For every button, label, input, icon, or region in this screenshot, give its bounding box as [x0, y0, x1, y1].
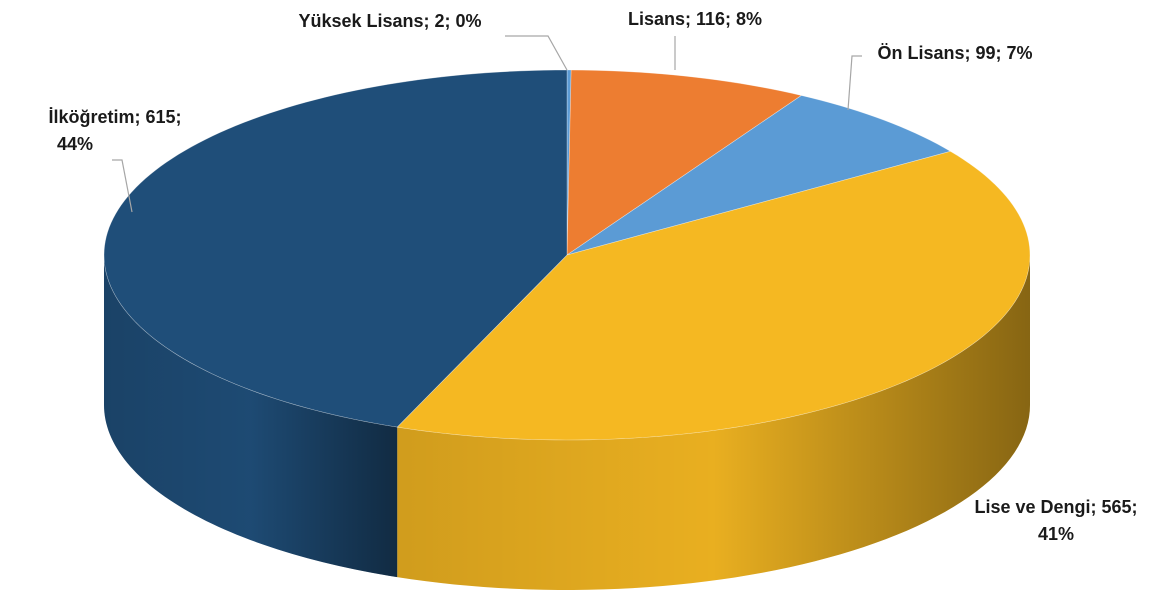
pie-slice	[103, 69, 568, 428]
data-label: Lise ve Dengi; 565; 41%	[974, 497, 1137, 544]
data-label: Yüksek Lisans; 2; 0%	[298, 11, 481, 31]
pie-side-shade	[397, 255, 1030, 590]
data-label: İlköğretim; 615; 44%	[48, 107, 181, 154]
pie-sides	[104, 255, 1030, 590]
data-label: Ön Lisans; 99; 7%	[877, 43, 1032, 63]
pie-side-shade	[104, 255, 398, 578]
pie-slice	[396, 151, 1031, 441]
leader-line	[112, 159, 133, 213]
data-label: Lisans; 116; 8%	[628, 9, 762, 29]
pie-slice	[566, 95, 952, 256]
pie-tops	[103, 69, 1031, 441]
leader-lines	[112, 35, 862, 213]
data-labels: Yüksek Lisans; 2; 0% Lisans; 116; 8% Ön Li…	[48, 9, 1137, 544]
leader-line	[847, 55, 862, 111]
leader-line	[505, 35, 568, 71]
pie-slice	[566, 69, 803, 256]
